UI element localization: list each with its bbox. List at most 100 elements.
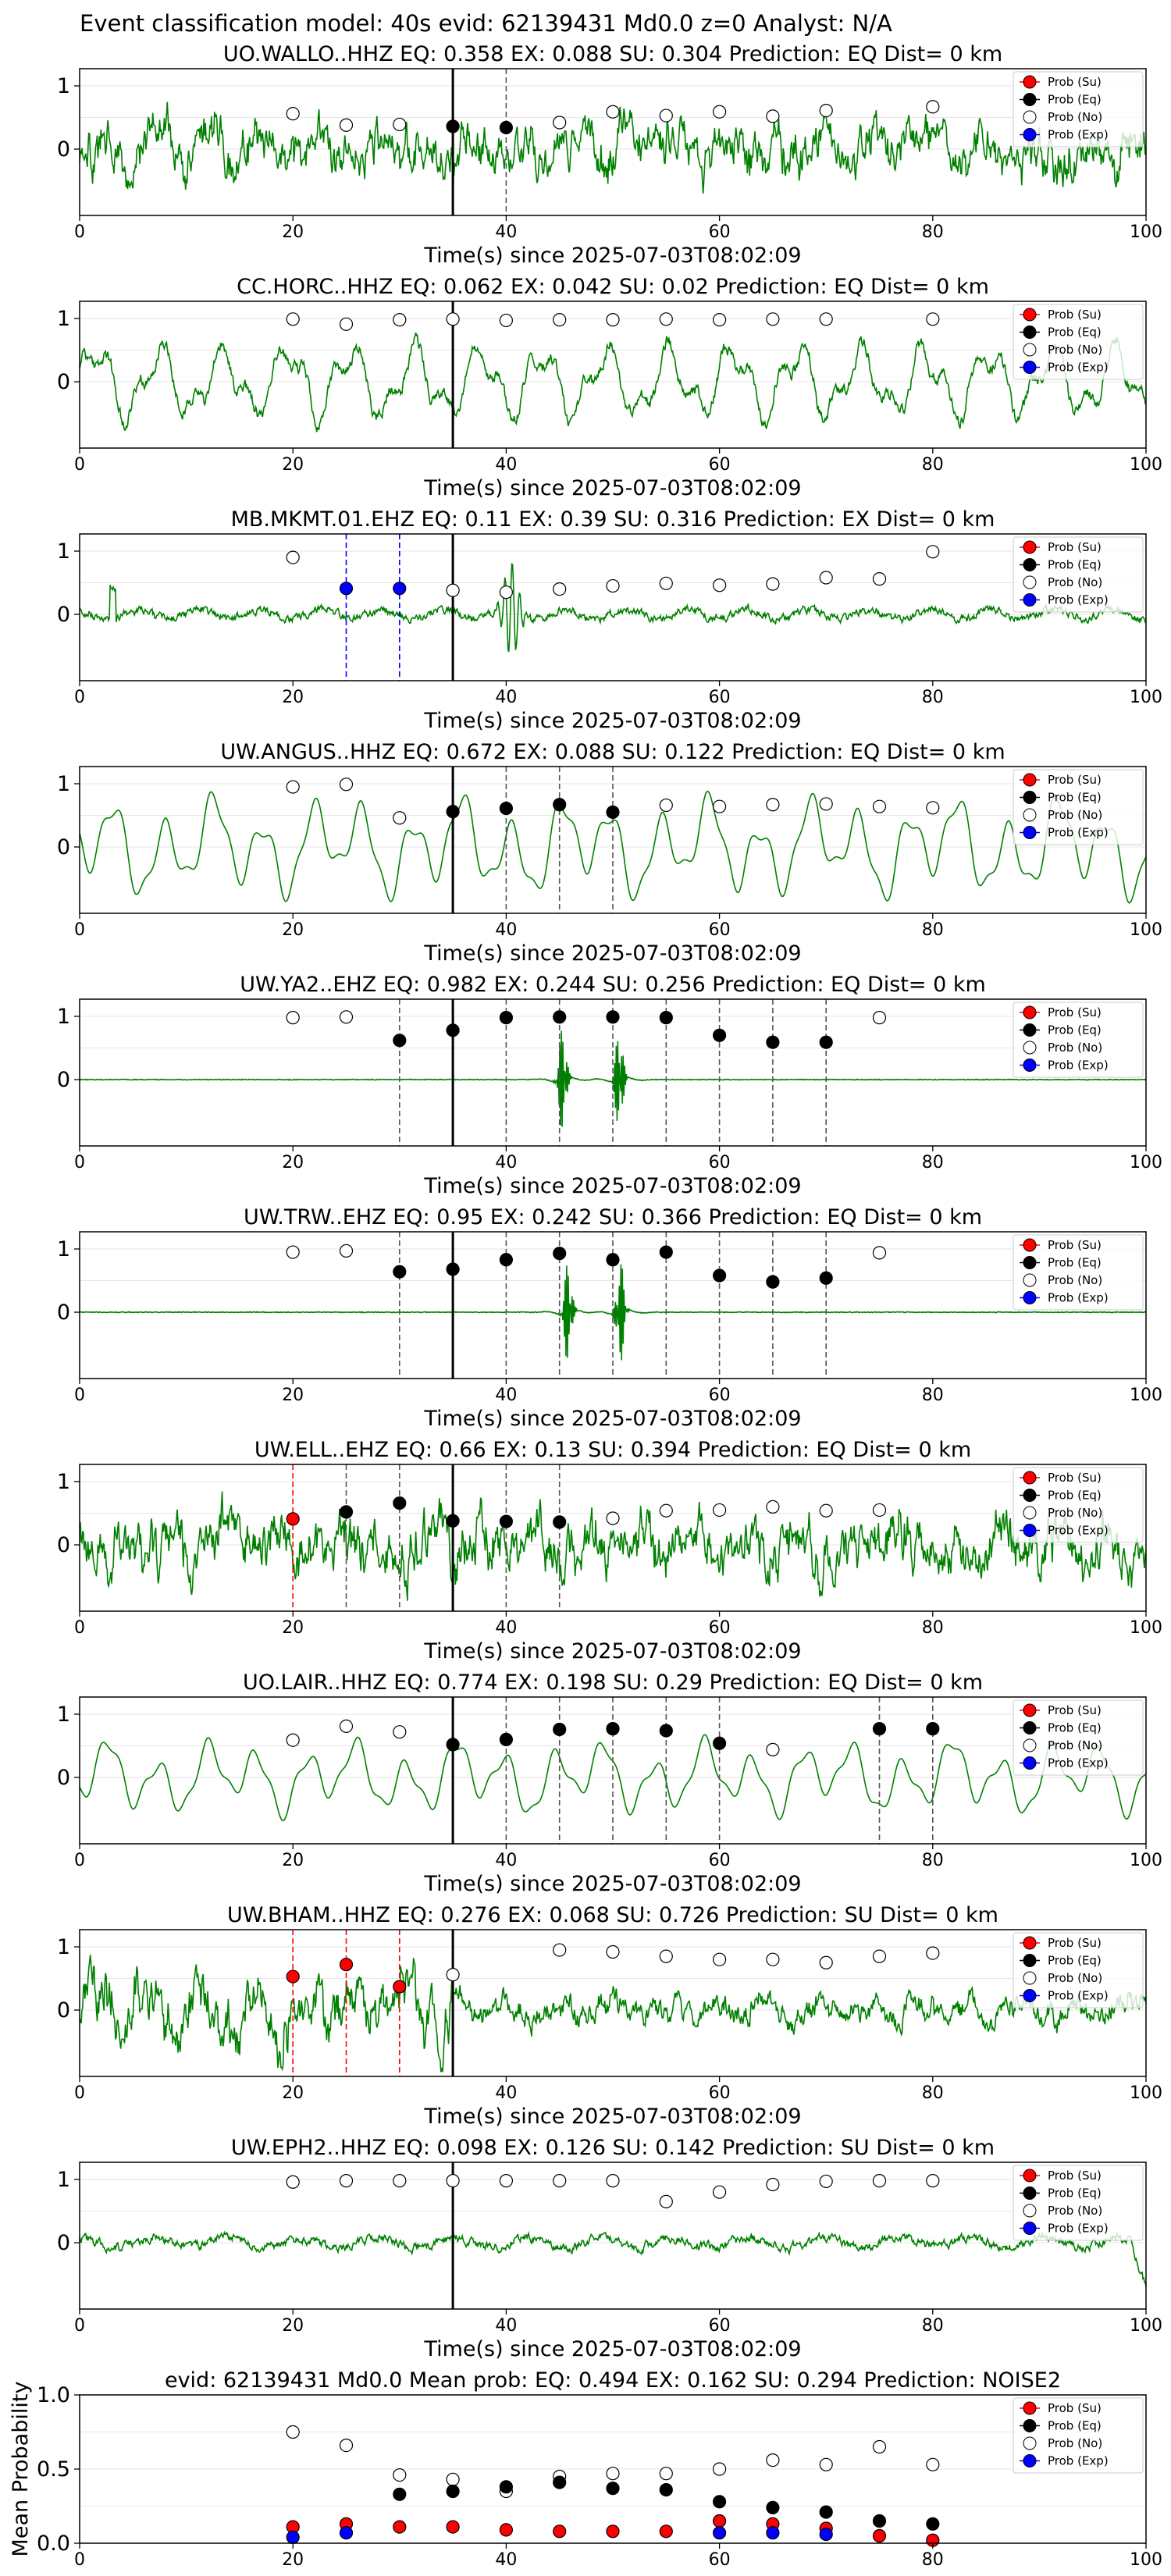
x-tick-label: 100 [1130,1618,1162,1638]
x-tick-label: 40 [495,222,517,242]
x-tick-label: 60 [709,920,731,940]
legend-label: Prob (No) [1048,2436,1102,2450]
legend-marker [1023,540,1037,554]
legend-label: Prob (No) [1048,575,1102,589]
x-tick-label: 100 [1130,1386,1162,1405]
legend-marker [1023,1971,1037,1985]
y-tick-label: 1 [57,2168,70,2192]
y-tick-label: 0 [57,1998,70,2023]
prob-marker-no [339,1010,354,1024]
x-tick-label: 100 [1130,1153,1162,1172]
legend-box [1013,1699,1144,1776]
prob-marker-no [339,777,354,792]
legend-box [1013,1467,1144,1543]
prob-marker-no [766,312,780,326]
prob-marker-no [872,1246,887,1260]
legend-label: Prob (Eq) [1048,2186,1102,2201]
legend-marker [1023,791,1037,804]
legend-label: Prob (No) [1048,110,1102,124]
y-tick-label: 0 [57,1300,70,1325]
legend-marker [1023,326,1037,339]
x-tick-label: 20 [282,2316,304,2336]
prob-marker-no [446,2174,460,2188]
prob-marker-no [286,2175,300,2189]
prob-marker-no [926,100,940,114]
y-tick-label: 0 [57,370,70,394]
prob-marker-eq [819,2505,833,2519]
y-tick-label: 0.5 [37,2457,70,2482]
prob-marker-no [766,1742,780,1756]
axes-frame [79,998,1147,1147]
x-tick-label: 20 [282,2083,304,2103]
x-tick-label: 80 [922,222,944,242]
legend-label: Prob (Exp) [1048,593,1109,607]
x-tick-label: 40 [495,1153,517,1172]
prob-marker-eq [659,2483,673,2497]
y-tick-label: 1.0 [37,2383,70,2407]
legend-marker [1023,826,1037,839]
prob-marker-exp [339,2526,354,2540]
legend-marker [1023,1023,1037,1037]
prob-marker-eq [926,1722,940,1736]
panel-title: UW.BHAM..HHZ EQ: 0.276 EX: 0.068 SU: 0.7… [227,1903,998,1927]
x-axis-label: Time(s) since 2025-07-03T08:02:09 [423,1872,801,1896]
waveform-trace [80,101,1146,194]
y-tick-label: 0 [57,137,70,162]
x-axis-label: Time(s) since 2025-07-03T08:02:09 [423,1639,801,1663]
legend-marker [1023,343,1037,357]
prob-marker-no [659,576,673,590]
legend-box [1013,536,1144,613]
legend-label: Prob (Exp) [1048,1291,1109,1305]
prob-marker-eq [766,1275,780,1289]
legend-marker [1023,1059,1037,1072]
prob-marker-eq [446,1738,460,1752]
legend-label: Prob (No) [1048,343,1102,357]
prob-marker-no [819,1955,833,1969]
x-tick-label: 20 [282,2550,304,2570]
prob-marker-no [286,2425,300,2439]
prob-marker-no [606,1511,620,1525]
x-tick-label: 40 [495,688,517,707]
panels: UO.WALLO..HHZ EQ: 0.358 EX: 0.088 SU: 0.… [9,42,1162,2570]
legend-label: Prob (Su) [1048,540,1102,554]
y-tick-label: 0 [57,2231,70,2255]
waveform-trace [80,1955,1146,2073]
prob-marker-no [872,1503,887,1517]
prob-marker-exp [286,2530,300,2544]
prob-marker-eq [446,1262,460,1276]
prob-marker-su [393,1980,407,1994]
prob-marker-no [286,1245,300,1259]
prob-marker-eq [606,2482,620,2496]
x-axis-label: Time(s) since 2025-07-03T08:02:09 [423,244,801,268]
prob-marker-eq [606,1010,620,1024]
legend-marker [1023,1291,1037,1304]
x-tick-label: 100 [1130,2316,1162,2336]
prob-marker-eq [446,1514,460,1528]
x-tick-label: 20 [282,1851,304,1870]
prob-marker-eq [499,1011,514,1025]
x-tick-label: 0 [74,2083,85,2103]
legend-marker [1023,1471,1037,1485]
y-tick-label: 0 [57,603,70,627]
legend-label: Prob (Su) [1048,2401,1102,2415]
x-tick-label: 0 [74,455,85,475]
prob-marker-eq [553,1722,567,1737]
legend-marker [1023,361,1037,374]
x-tick-label: 20 [282,222,304,242]
prob-marker-eq [606,1253,620,1267]
legend-label: Prob (Su) [1048,75,1102,89]
x-tick-label: 60 [709,2083,731,2103]
legend-label: Prob (Su) [1048,1471,1102,1485]
legend-box [1013,304,1144,380]
x-tick-label: 80 [922,2550,944,2570]
prob-marker-eq [606,805,620,820]
x-tick-label: 0 [74,2550,85,2570]
prob-marker-eq [766,1035,780,1049]
prob-marker-eq [499,1253,514,1267]
x-tick-label: 60 [709,222,731,242]
prob-marker-exp [339,582,354,596]
legend-label: Prob (Eq) [1048,1023,1102,1037]
x-axis-label: Time(s) since 2025-07-03T08:02:09 [423,941,801,966]
x-tick-label: 20 [282,455,304,475]
